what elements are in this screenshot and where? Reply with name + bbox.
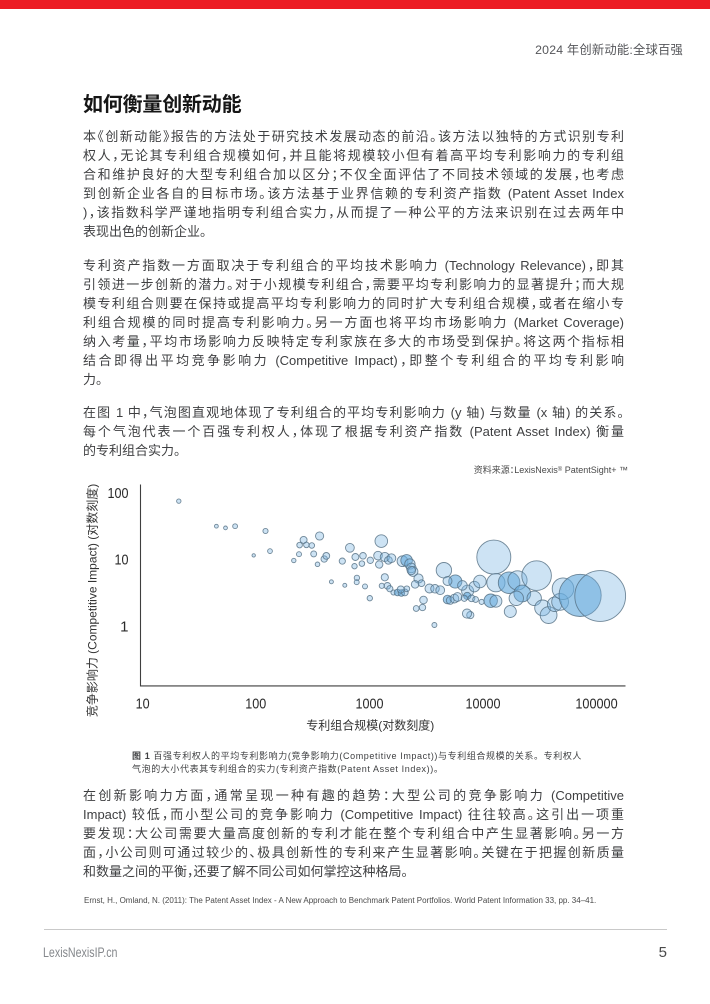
svg-text:专利组合规模(对数刻度): 专利组合规模(对数刻度) [306, 718, 434, 733]
svg-text:10000: 10000 [466, 695, 501, 712]
svg-text:100: 100 [245, 695, 266, 712]
svg-text:10: 10 [136, 695, 150, 712]
svg-text:100000: 100000 [575, 695, 617, 712]
svg-text:1000: 1000 [356, 695, 384, 712]
svg-text:1: 1 [120, 619, 128, 636]
svg-text:100: 100 [108, 485, 129, 502]
svg-text:竞争影响力 (Competitive Impact) (对数: 竞争影响力 (Competitive Impact) (对数刻度) [85, 484, 100, 717]
svg-text:10: 10 [115, 552, 129, 569]
